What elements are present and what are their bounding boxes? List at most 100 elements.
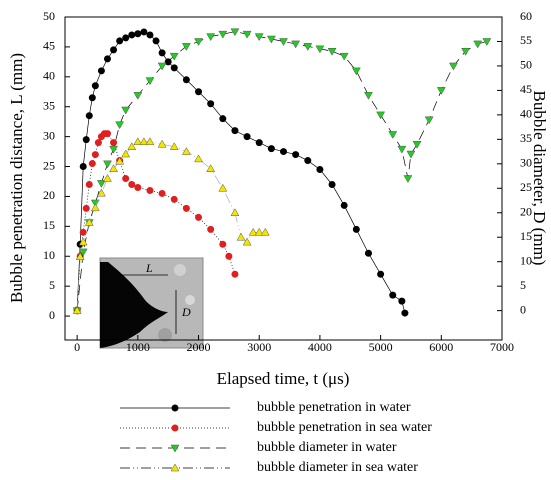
marker	[109, 164, 118, 172]
marker	[82, 204, 90, 212]
marker	[398, 297, 406, 305]
x-tick-label: 2000	[187, 340, 211, 354]
marker	[85, 180, 93, 188]
marker	[473, 40, 483, 49]
marker	[304, 157, 312, 165]
series-line	[76, 31, 406, 314]
marker	[424, 116, 434, 125]
marker	[194, 38, 203, 46]
y-tick-label: 10	[43, 248, 55, 262]
y-tick-label: 20	[43, 188, 55, 202]
x-tick-label: 7000	[490, 340, 514, 354]
y-tick-label: 30	[43, 128, 55, 142]
marker	[88, 160, 96, 168]
marker	[115, 121, 125, 130]
marker	[146, 186, 154, 194]
marker	[303, 43, 313, 51]
y2-tick-label: 0	[520, 302, 526, 316]
marker	[279, 38, 288, 46]
marker	[157, 62, 167, 71]
legend-marker	[171, 424, 179, 432]
marker	[152, 37, 160, 45]
marker	[403, 175, 413, 184]
legend-label: bubble penetration in water	[257, 400, 411, 415]
legend-marker	[170, 463, 180, 472]
marker	[242, 30, 252, 39]
marker	[482, 38, 492, 46]
marker	[145, 137, 155, 146]
y2-tick-label: 45	[520, 82, 532, 96]
marker	[79, 228, 87, 236]
marker	[352, 225, 360, 233]
y-tick-label: 0	[49, 308, 55, 322]
marker	[266, 35, 276, 44]
y2-tick-label: 35	[520, 131, 532, 145]
marker	[206, 164, 216, 172]
y-tick-label: 50	[43, 9, 55, 23]
marker	[181, 43, 191, 51]
marker	[91, 82, 99, 90]
marker	[127, 142, 137, 150]
marker	[412, 140, 422, 149]
marker	[406, 150, 416, 159]
marker	[194, 154, 203, 163]
marker	[219, 240, 227, 248]
marker	[292, 151, 300, 159]
marker	[225, 252, 233, 260]
legend-label: bubble penetration in sea water	[257, 420, 432, 435]
inset-label: L	[145, 261, 153, 275]
y2-tick-label: 25	[520, 180, 532, 194]
marker	[72, 306, 82, 314]
marker	[90, 203, 100, 212]
marker	[170, 64, 178, 72]
marker	[139, 137, 149, 146]
marker	[231, 270, 239, 278]
inset-label: D	[181, 305, 191, 319]
marker	[230, 28, 240, 37]
marker	[103, 130, 111, 138]
marker	[243, 133, 251, 141]
marker	[364, 249, 372, 257]
marker	[218, 30, 228, 39]
marker	[207, 225, 215, 233]
marker	[195, 88, 203, 96]
marker	[377, 270, 385, 278]
marker	[397, 145, 407, 154]
y2-tick-label: 15	[520, 229, 532, 243]
y2-tick-label: 60	[520, 9, 532, 23]
marker	[133, 137, 143, 146]
inset-image: L D	[99, 257, 204, 349]
marker	[461, 48, 471, 56]
y2-tick-label: 50	[520, 58, 532, 72]
marker	[236, 232, 246, 241]
marker	[116, 37, 124, 45]
y2-tick-label: 40	[520, 107, 532, 121]
marker	[291, 40, 301, 49]
marker	[248, 227, 258, 236]
marker	[134, 30, 142, 38]
marker	[97, 67, 105, 75]
marker	[219, 115, 227, 123]
marker	[164, 58, 172, 66]
marker	[94, 139, 102, 147]
marker	[195, 213, 203, 221]
marker	[327, 48, 337, 56]
marker	[231, 127, 239, 135]
y2-tick-label: 30	[520, 156, 532, 170]
y-tick-label: 45	[43, 39, 55, 53]
marker	[88, 94, 96, 102]
marker	[103, 160, 112, 169]
y2-tick-label: 10	[520, 253, 532, 267]
marker	[449, 62, 458, 71]
marker	[122, 175, 130, 182]
legend-label: bubble diameter in water	[257, 440, 397, 455]
series-line	[76, 31, 487, 311]
marker	[110, 139, 118, 147]
y2-tick-label: 5	[520, 278, 526, 292]
marker	[260, 227, 270, 236]
marker	[389, 291, 397, 299]
marker	[75, 252, 85, 261]
marker	[218, 183, 228, 192]
y-tick-label: 5	[49, 278, 55, 292]
marker	[340, 201, 348, 209]
